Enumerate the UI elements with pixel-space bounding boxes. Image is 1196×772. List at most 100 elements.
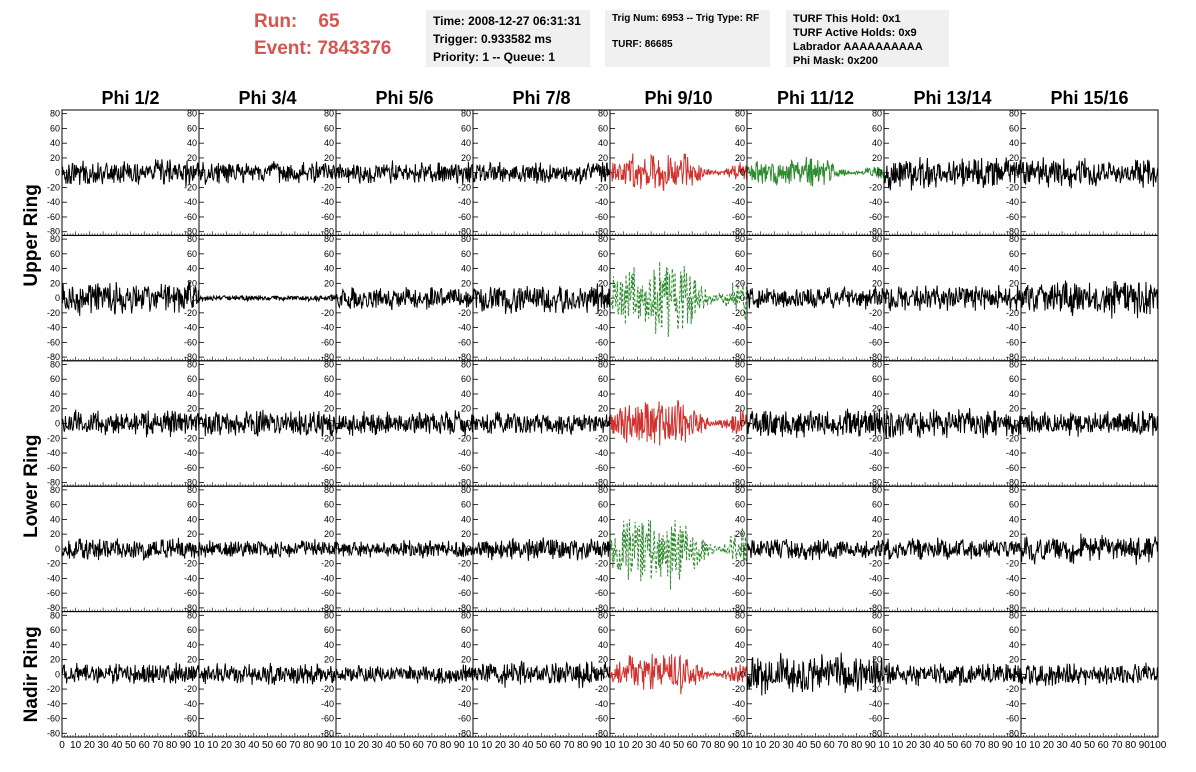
y-tick-label: 0 bbox=[329, 544, 334, 554]
y-tick-label: 0 bbox=[1014, 293, 1019, 303]
y-tick-label: 60 bbox=[461, 374, 471, 384]
x-tick-label: 10 bbox=[1015, 740, 1027, 751]
y-tick-label: 40 bbox=[461, 264, 471, 274]
x-tick-label: 60 bbox=[413, 740, 425, 751]
y-tick-label: 60 bbox=[187, 500, 197, 510]
y-tick-label: 60 bbox=[735, 123, 745, 133]
y-tick-label: 0 bbox=[603, 419, 608, 429]
y-tick-label: -60 bbox=[47, 714, 60, 724]
run-value: 65 bbox=[318, 11, 340, 32]
column-header: Phi 7/8 bbox=[512, 88, 570, 108]
y-tick-label: 40 bbox=[324, 389, 334, 399]
y-tick-label: 40 bbox=[187, 138, 197, 148]
y-tick-label: 40 bbox=[872, 264, 882, 274]
x-tick-label: 60 bbox=[824, 740, 836, 751]
y-tick-label: -20 bbox=[1006, 684, 1019, 694]
y-tick-label: 80 bbox=[735, 610, 745, 620]
y-tick-label: -40 bbox=[595, 448, 608, 458]
y-tick-label: 80 bbox=[598, 109, 608, 119]
y-tick-label: -40 bbox=[47, 699, 60, 709]
y-tick-label: 20 bbox=[1009, 529, 1019, 539]
x-tick-label: 90 bbox=[454, 740, 466, 751]
y-tick-label: -20 bbox=[1006, 559, 1019, 569]
y-tick-label: -40 bbox=[869, 573, 882, 583]
y-tick-label: -80 bbox=[47, 728, 60, 738]
y-tick-label: 80 bbox=[598, 234, 608, 244]
y-tick-label: 20 bbox=[50, 529, 60, 539]
y-tick-label: -60 bbox=[732, 714, 745, 724]
y-tick-label: -80 bbox=[1006, 478, 1019, 488]
y-tick-label: 40 bbox=[735, 138, 745, 148]
event-row: Event: 7843376 bbox=[254, 35, 391, 62]
y-tick-label: 80 bbox=[1009, 610, 1019, 620]
y-tick-label: 20 bbox=[461, 529, 471, 539]
y-tick-label: 20 bbox=[872, 655, 882, 665]
x-tick-label: 70 bbox=[152, 740, 164, 751]
x-tick-label: 60 bbox=[139, 740, 151, 751]
y-tick-label: -20 bbox=[321, 433, 334, 443]
y-tick-label: -40 bbox=[1006, 573, 1019, 583]
x-tick-label: 70 bbox=[1111, 740, 1123, 751]
y-tick-label: 60 bbox=[50, 374, 60, 384]
y-tick-label: -40 bbox=[184, 197, 197, 207]
x-tick-label: 90 bbox=[180, 740, 192, 751]
waveform-trace bbox=[335, 410, 474, 437]
y-tick-label: -40 bbox=[732, 448, 745, 458]
y-tick-label: -20 bbox=[732, 308, 745, 318]
y-tick-label: 20 bbox=[1009, 278, 1019, 288]
y-tick-label: -60 bbox=[732, 463, 745, 473]
y-tick-label: -80 bbox=[458, 728, 471, 738]
y-tick-label: -80 bbox=[869, 227, 882, 237]
y-tick-label: 80 bbox=[735, 359, 745, 369]
y-tick-label: 40 bbox=[1009, 138, 1019, 148]
y-tick-label: 40 bbox=[50, 514, 60, 524]
y-tick-label: 60 bbox=[461, 123, 471, 133]
y-tick-label: 80 bbox=[872, 485, 882, 495]
x-tick-label: 60 bbox=[276, 740, 288, 751]
waveform-trace bbox=[198, 294, 337, 303]
y-tick-label: 80 bbox=[187, 109, 197, 119]
y-tick-label: 60 bbox=[735, 625, 745, 635]
y-tick-label: -20 bbox=[458, 559, 471, 569]
x-tick-label: 10 bbox=[193, 740, 205, 751]
y-tick-label: 40 bbox=[735, 264, 745, 274]
y-tick-label: 80 bbox=[50, 109, 60, 119]
column-header: Phi 13/14 bbox=[913, 88, 991, 108]
x-tick-label: 50 bbox=[810, 740, 822, 751]
y-tick-label: -20 bbox=[47, 684, 60, 694]
y-tick-label: 80 bbox=[461, 234, 471, 244]
y-tick-label: 20 bbox=[598, 529, 608, 539]
x-tick-label: 30 bbox=[920, 740, 932, 751]
y-tick-label: -20 bbox=[321, 684, 334, 694]
y-tick-label: -20 bbox=[1006, 433, 1019, 443]
x-tick-label: 60 bbox=[687, 740, 699, 751]
y-tick-label: -40 bbox=[869, 323, 882, 333]
y-tick-label: 40 bbox=[735, 640, 745, 650]
waveform-trace bbox=[746, 652, 885, 696]
y-tick-label: 80 bbox=[1009, 359, 1019, 369]
y-tick-label: 80 bbox=[324, 485, 334, 495]
y-tick-label: 80 bbox=[50, 610, 60, 620]
y-tick-label: 20 bbox=[324, 655, 334, 665]
y-tick-label: 20 bbox=[1009, 404, 1019, 414]
y-tick-label: 0 bbox=[603, 293, 608, 303]
y-tick-label: 40 bbox=[872, 138, 882, 148]
y-tick-label: -40 bbox=[47, 448, 60, 458]
column-header: Phi 1/2 bbox=[101, 88, 159, 108]
y-tick-label: -80 bbox=[595, 478, 608, 488]
y-tick-label: -60 bbox=[47, 463, 60, 473]
y-tick-label: -80 bbox=[47, 603, 60, 613]
y-tick-label: 80 bbox=[598, 359, 608, 369]
waveform-trace bbox=[335, 664, 474, 684]
y-tick-label: -80 bbox=[1006, 728, 1019, 738]
y-tick-label: -60 bbox=[1006, 212, 1019, 222]
y-tick-label: 20 bbox=[324, 404, 334, 414]
y-tick-label: 80 bbox=[872, 109, 882, 119]
y-tick-label: -80 bbox=[47, 478, 60, 488]
turf-info-box: TURF This Hold: 0x1 TURF Active Holds: 0… bbox=[786, 10, 949, 67]
y-tick-label: -40 bbox=[458, 323, 471, 333]
waveform-trace bbox=[198, 409, 337, 437]
y-tick-label: 20 bbox=[598, 278, 608, 288]
y-tick-label: 80 bbox=[461, 359, 471, 369]
